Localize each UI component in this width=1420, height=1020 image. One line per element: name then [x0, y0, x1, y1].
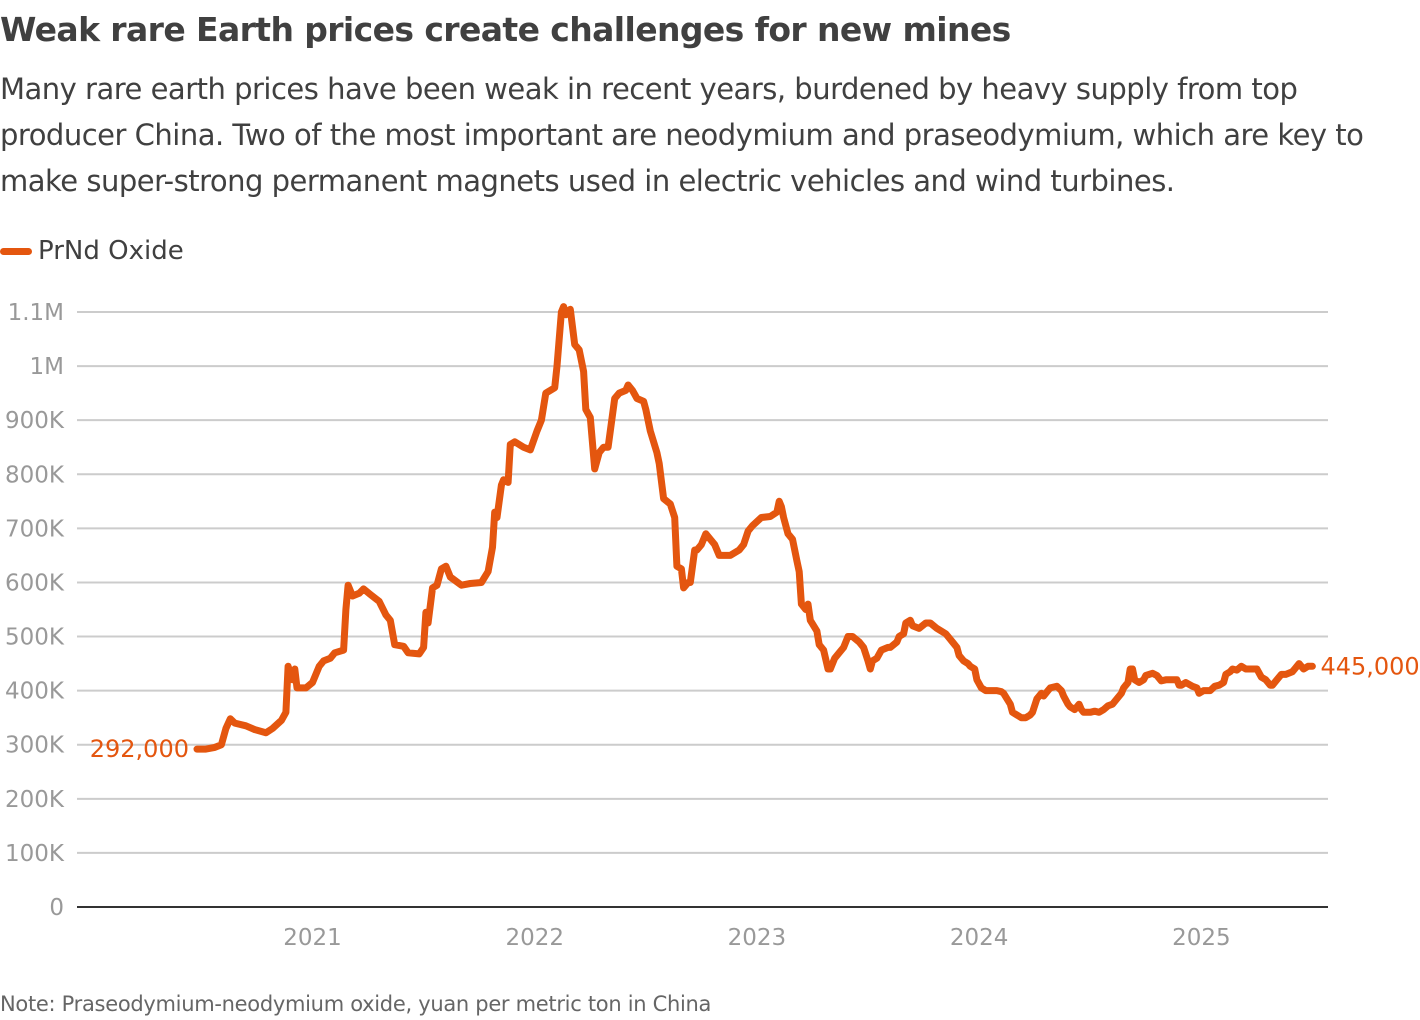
chart-subtitle: Many rare earth prices have been weak in…: [0, 72, 1364, 198]
y-tick-label: 500K: [5, 625, 65, 651]
y-tick-label: 400K: [5, 679, 65, 705]
legend-swatch: [0, 247, 32, 255]
y-tick-label: 300K: [5, 733, 65, 759]
start-value-label: 292,000: [90, 735, 189, 763]
y-tick-label: 200K: [5, 787, 65, 813]
y-tick-label: 800K: [5, 462, 65, 488]
x-tick-label: 2024: [950, 925, 1009, 951]
y-tick-label: 700K: [5, 516, 65, 542]
x-tick-label: 2025: [1172, 925, 1231, 951]
gridlines: [77, 311, 1328, 854]
x-tick-label: 2021: [283, 925, 342, 951]
series-line-prnd-oxide: [193, 303, 1316, 753]
legend-label: PrNd Oxide: [38, 236, 184, 266]
legend: PrNd Oxide: [0, 236, 184, 266]
y-tick-label: 100K: [5, 841, 65, 867]
y-tick-label: 600K: [5, 570, 65, 596]
x-axis-ticks: 2021 2022 2023 2024 2025: [283, 925, 1230, 951]
end-value-label: 445,000: [1320, 652, 1419, 680]
chart-title: Weak rare Earth prices create challenges…: [0, 10, 1011, 49]
y-tick-label: 900K: [5, 408, 65, 434]
y-tick-label: 1M: [30, 354, 64, 380]
y-axis-ticks: 0 100K 200K 300K 400K 500K 600K 700K 800K 900K 1M 1…: [5, 300, 65, 921]
chart-note: Note: Praseodymium-neodymium oxide, yuan…: [0, 992, 712, 1016]
x-tick-label: 2023: [728, 925, 787, 951]
y-tick-label: 1.1M: [8, 300, 64, 326]
x-tick-label: 2022: [505, 925, 564, 951]
y-tick-label: 0: [49, 895, 64, 921]
